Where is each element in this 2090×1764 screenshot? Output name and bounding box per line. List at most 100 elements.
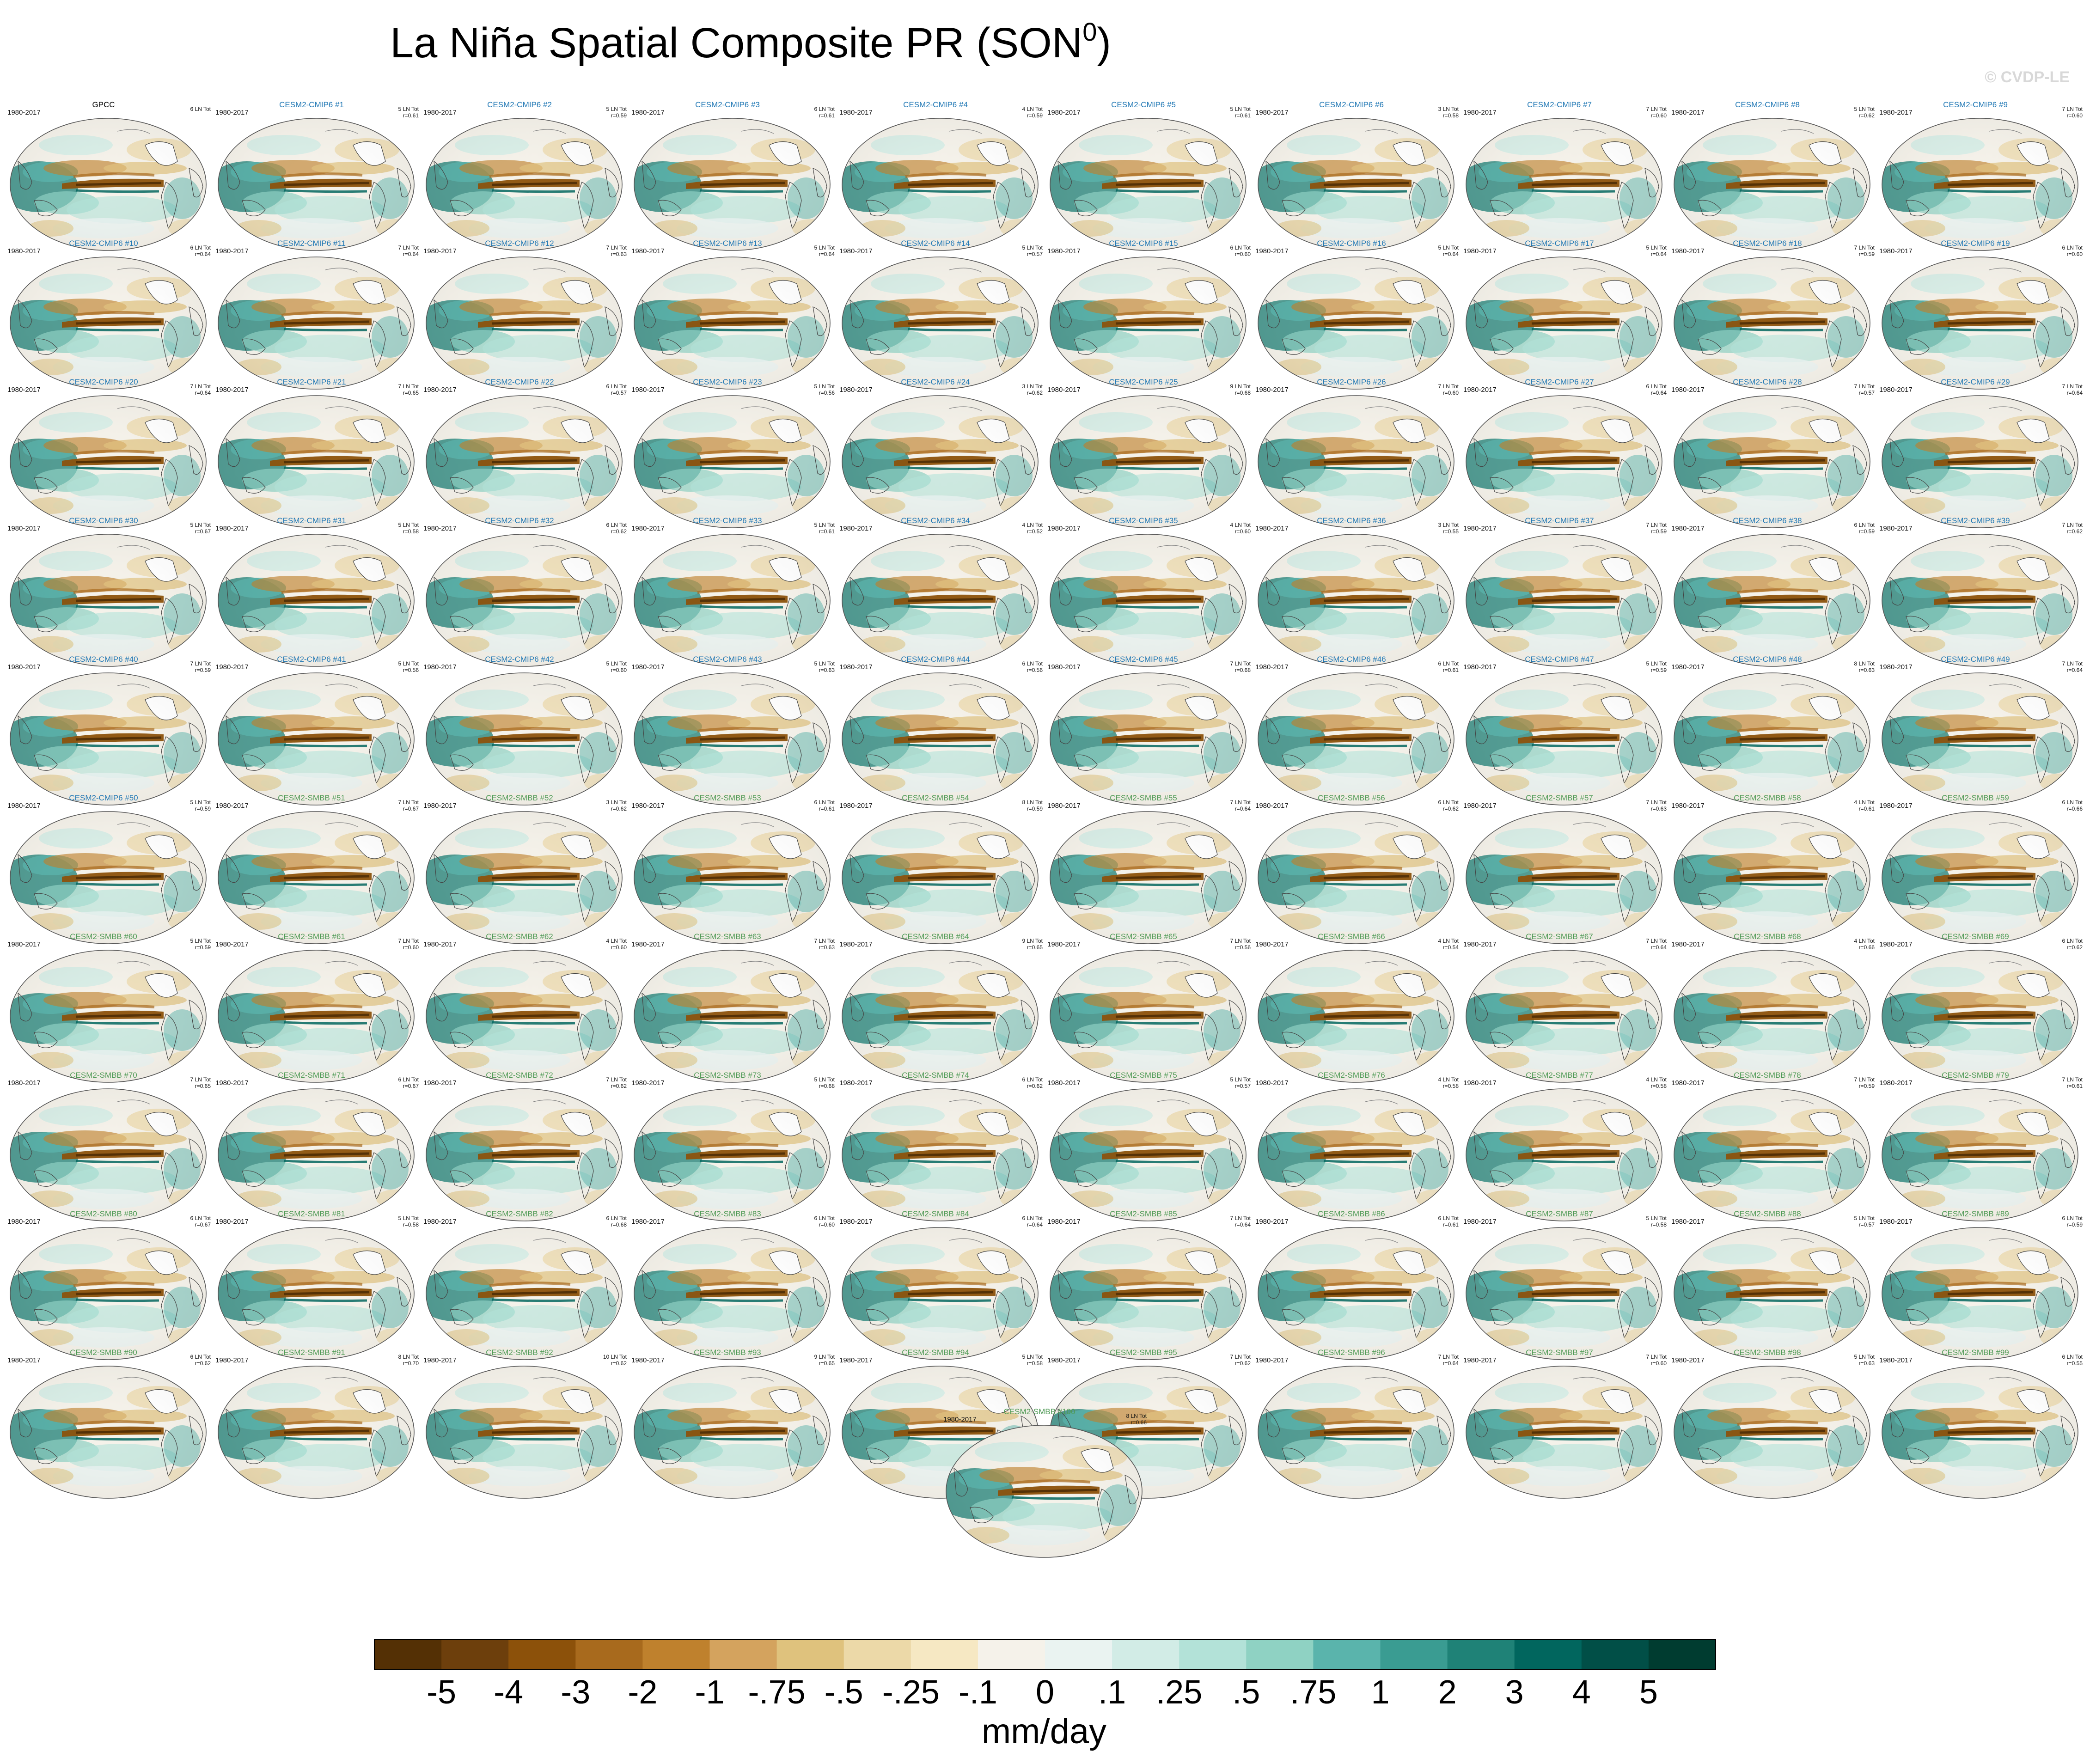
panel-pattern-correlation: r=0.60 [819,1221,835,1228]
colorbar-tick-label: .1 [1098,1674,1126,1711]
panel-pattern-correlation: r=0.58 [403,1221,419,1228]
panel-title: CESM2-SMBB #72 [486,1071,553,1080]
panel-period: 1980-2017 [1255,247,1289,255]
panel-pattern-correlation: r=0.63 [1859,667,1875,673]
panel-map [1247,1088,1458,1222]
colorbar-tick-label: .75 [1290,1674,1336,1711]
panel-title: CESM2-CMIP6 #2 [487,100,552,109]
colorbar-segment [1447,1640,1515,1669]
panel-title: CESM2-SMBB #93 [694,1348,761,1357]
panel-title: CESM2-SMBB #74 [902,1071,969,1080]
panel-period: 1980-2017 [423,109,457,116]
panel-period: 1980-2017 [1463,525,1497,532]
panel-period: 1980-2017 [1879,1079,1913,1087]
panel-pattern-correlation: r=0.62 [1027,390,1043,396]
panel-title: CESM2-CMIP6 #19 [1941,239,2010,248]
panel-event-count: 8 LN Tot [1854,660,1875,667]
panel-map [623,1365,834,1499]
panel-period: 1980-2017 [1255,109,1289,116]
panel-pattern-correlation: r=0.56 [819,390,835,396]
panel-map [416,395,626,529]
panel-map [416,533,626,667]
panel-pattern-correlation: r=0.66 [1859,944,1875,951]
panel-title: CESM2-CMIP6 #50 [69,793,138,802]
panel-event-count: 7 LN Tot [1646,106,1667,112]
panel-period: 1980-2017 [1047,525,1081,532]
panel-map [1663,1365,1874,1499]
panel-map [1039,117,1250,251]
panel-event-count: 5 LN Tot [1022,1354,1043,1360]
colorbar-segment [1179,1640,1247,1669]
panel-title: CESM2-CMIP6 #40 [69,655,138,664]
panel-period: 1980-2017 [1463,1356,1497,1364]
panel-event-count: 6 LN Tot [814,799,835,806]
panel-map [831,533,1042,667]
panel-title: CESM2-CMIP6 #44 [901,655,970,664]
panel-pattern-correlation: r=0.70 [403,1360,419,1367]
panel-title: CESM2-SMBB #68 [1734,932,1801,941]
panel-pattern-correlation: r=0.61 [1443,667,1459,673]
panel-event-count: 7 LN Tot [398,383,419,390]
panel-title: CESM2-SMBB #58 [1734,793,1801,802]
panel-pattern-correlation: r=0.59 [195,806,211,812]
panel-period: 1980-2017 [1463,386,1497,394]
panel-period: 1980-2017 [1255,802,1289,810]
panel-period: 1980-2017 [839,1079,873,1087]
panel-period: 1980-2017 [1047,1218,1081,1226]
panel-pattern-correlation: r=0.55 [2067,1360,2083,1367]
panel-map [208,811,418,945]
panel-map [1247,395,1458,529]
panel-title: CESM2-SMBB #98 [1734,1348,1801,1357]
panel-title: CESM2-SMBB #66 [1318,932,1385,941]
panel-map [1663,949,1874,1083]
panel-period: 1980-2017 [423,386,457,394]
panel-title: CESM2-SMBB #55 [1110,793,1177,802]
colorbar-tick-label: 2 [1438,1674,1457,1711]
panel-map [1455,395,1666,529]
panel-map [623,672,834,806]
panel-map [0,1227,210,1361]
panel-period: 1980-2017 [1671,663,1705,671]
panel-pattern-correlation: r=0.59 [1859,528,1875,535]
panel-pattern-correlation: r=0.55 [1443,528,1459,535]
panel-pattern-correlation: r=0.60 [1235,528,1251,535]
panel-event-count: 7 LN Tot [1646,938,1667,944]
panel-title: CESM2-SMBB #88 [1734,1209,1801,1218]
panel-period: 1980-2017 [215,1079,249,1087]
panel-event-count: 4 LN Tot [1022,522,1043,528]
colorbar-tick-label: -2 [628,1674,657,1711]
panel-pattern-correlation: r=0.61 [1859,806,1875,812]
panel-event-count: 5 LN Tot [190,938,211,944]
panel-period: 1980-2017 [1879,663,1913,671]
panel-event-count: 7 LN Tot [190,383,211,390]
panel-period: 1980-2017 [1671,1356,1705,1364]
panel-map [0,1365,210,1499]
panel-title: CESM2-CMIP6 #6 [1319,100,1384,109]
panel-period: 1980-2017 [1047,386,1081,394]
panel-event-count: 6 LN Tot [190,1215,211,1221]
panel-period: 1980-2017 [1255,1356,1289,1364]
colorbar-tick-label: 4 [1572,1674,1591,1711]
panel-event-count: 7 LN Tot [1854,383,1875,390]
